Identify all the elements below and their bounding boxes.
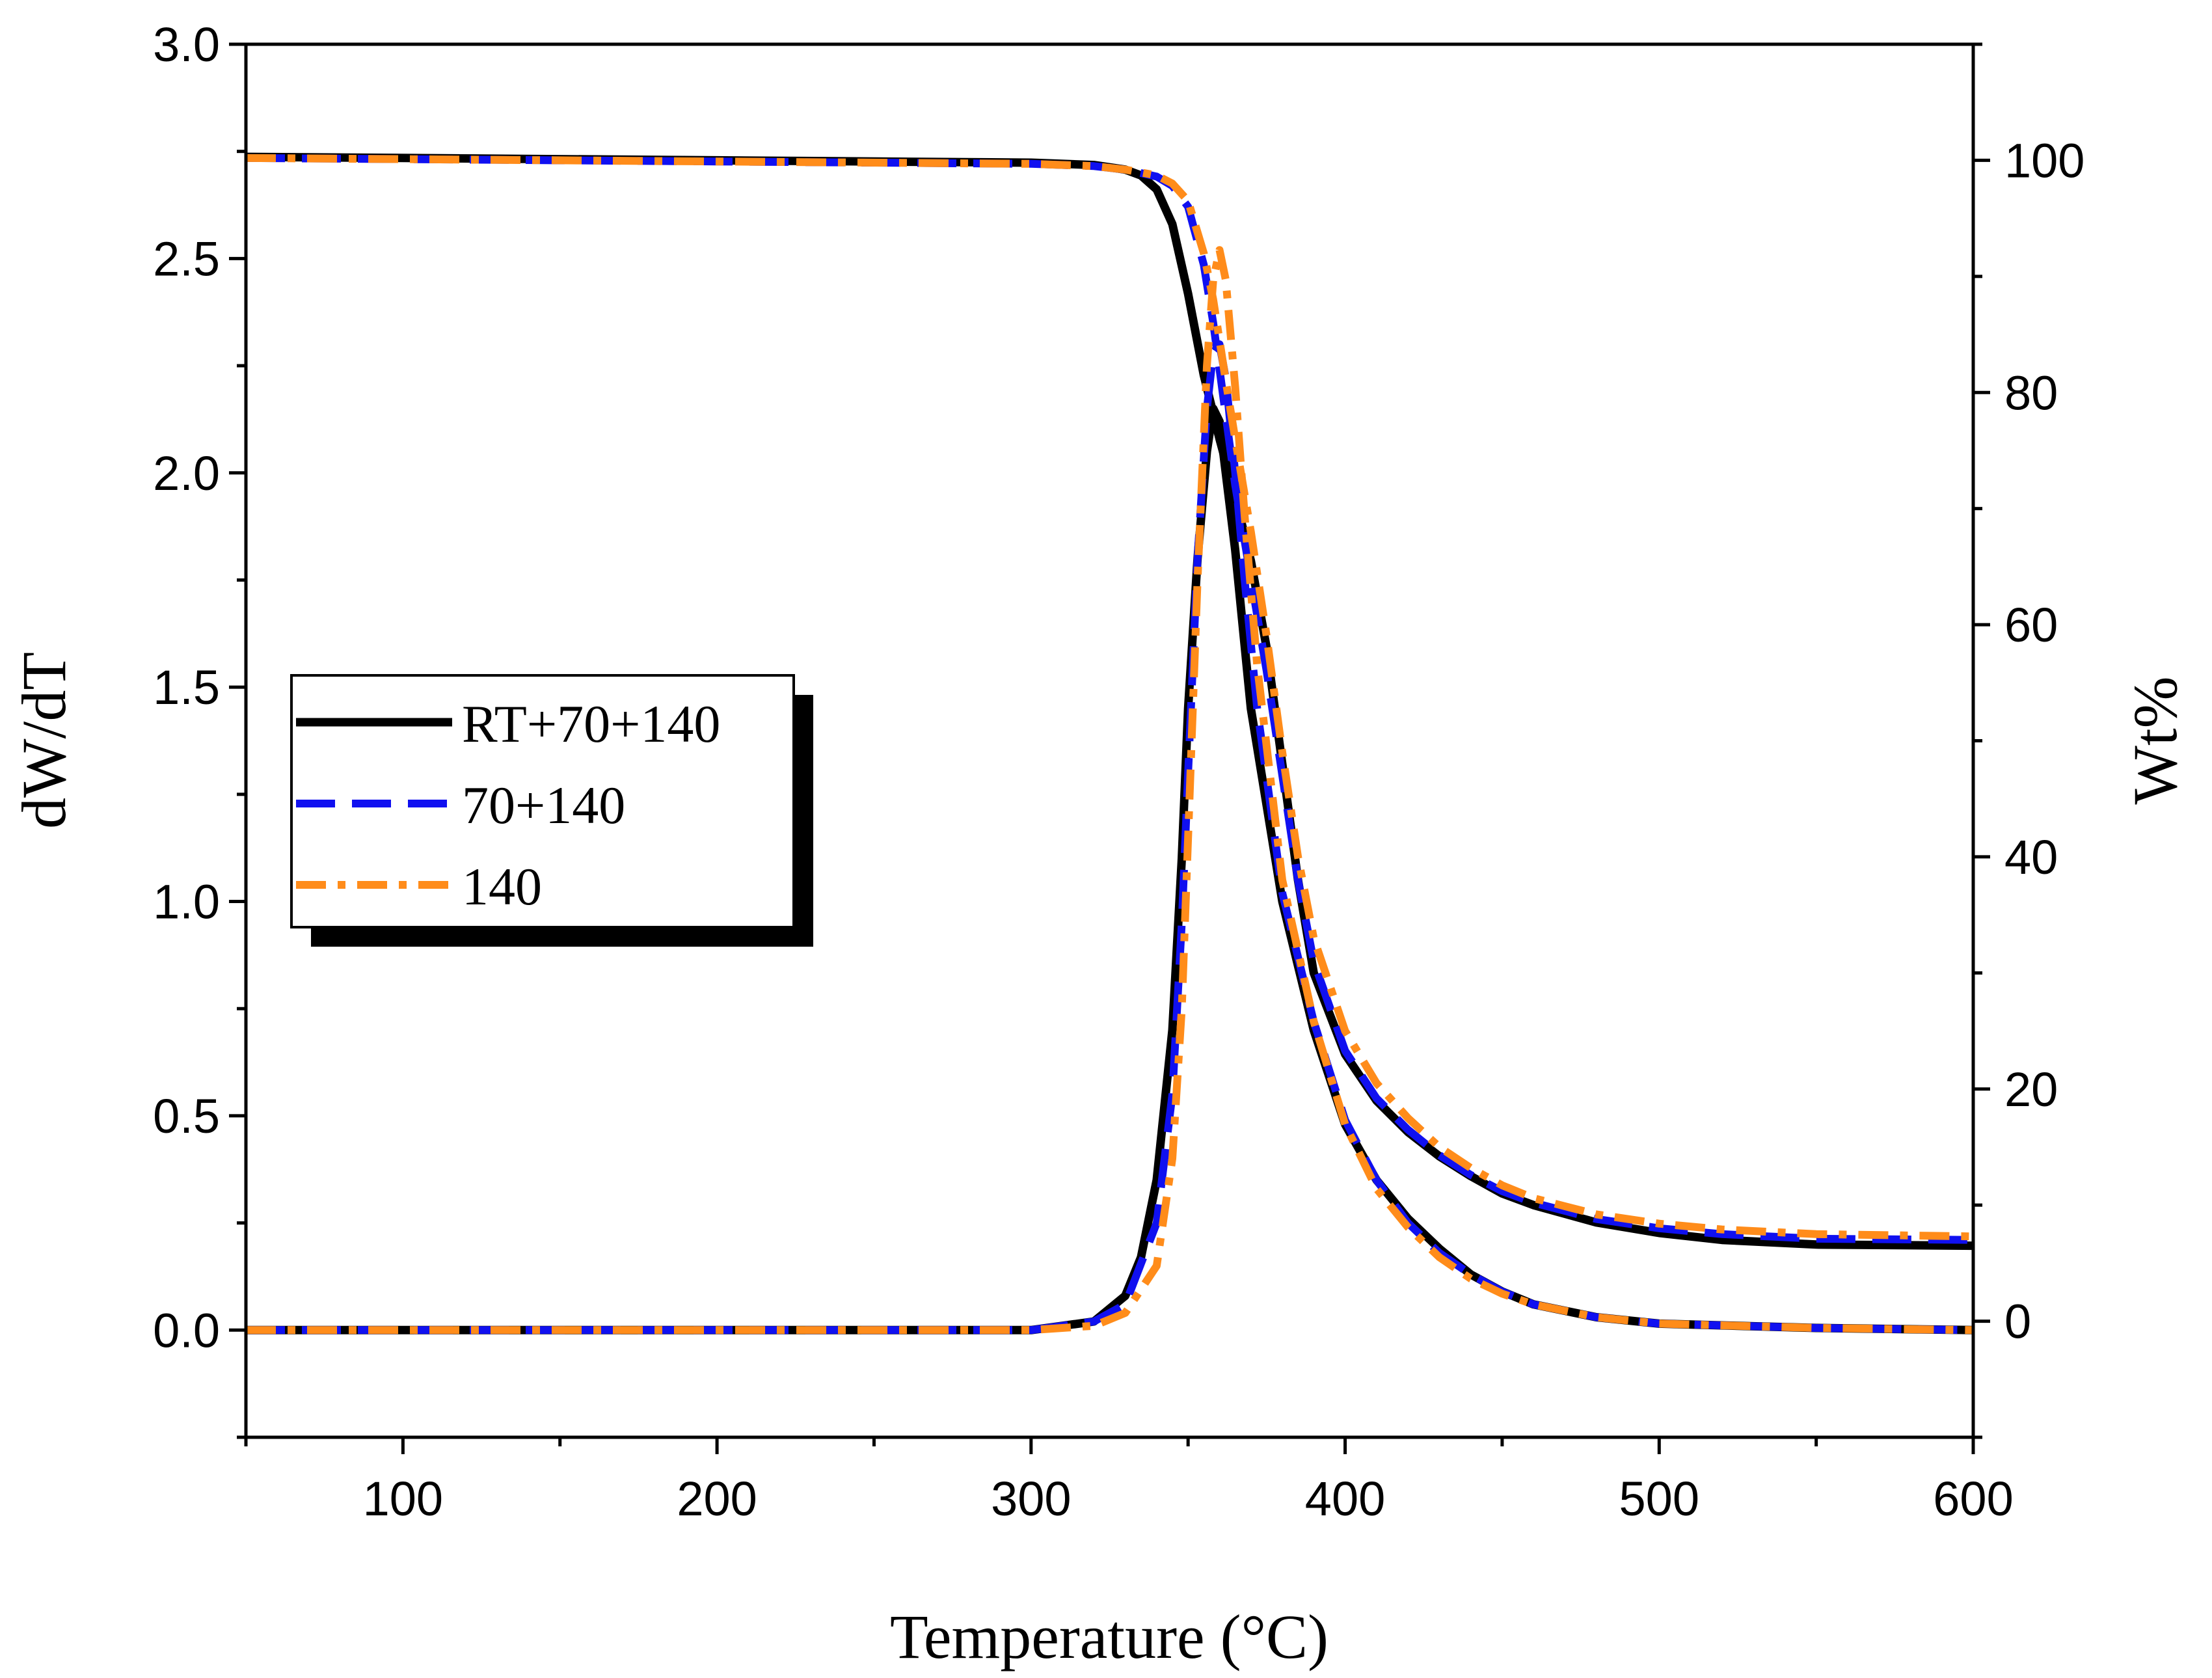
y-right-tick-label: 60: [2004, 598, 2058, 652]
y-right-tick-label: 0: [2004, 1295, 2031, 1349]
y-left-axis-ticks: 0.0 0.5 1.0 1.5 2.0 2.5 3.0: [153, 18, 246, 1439]
y-left-axis-title: dW/dT: [9, 652, 79, 829]
legend-label-140: 140: [462, 857, 542, 916]
y-left-tick-label: 3.0: [153, 18, 220, 72]
y-right-tick-label: 20: [2004, 1062, 2058, 1116]
legend-label-rt-70-140: RT+70+140: [462, 694, 720, 753]
y-right-axis-ticks: 0 20 40 60 80 100: [1973, 42, 2084, 1439]
y-right-tick-label: 100: [2004, 133, 2084, 187]
y-left-tick-label: 1.0: [153, 875, 220, 929]
x-axis-title: Temperature (°C): [890, 1602, 1329, 1671]
x-tick-label: 600: [1933, 1472, 2013, 1526]
y-left-tick-label: 0.5: [153, 1089, 220, 1143]
series-line-wt-70-140: [245, 154, 1974, 1244]
y-right-tick-label: 80: [2004, 366, 2058, 420]
x-tick-label: 400: [1305, 1472, 1385, 1526]
y-right-tick-label: 40: [2004, 830, 2058, 884]
y-left-tick-label: 1.5: [153, 660, 220, 714]
x-tick-label: 300: [991, 1472, 1071, 1526]
y-left-tick-label: 2.5: [153, 232, 220, 286]
series-line-wt-140: [245, 154, 1974, 1241]
y-left-tick-label: 0.0: [153, 1303, 220, 1357]
y-left-tick-label: 2.0: [153, 446, 220, 500]
x-axis-ticks: 100 200 300 400 500 600: [244, 1437, 2014, 1526]
legend-label-70-140: 70+140: [462, 776, 625, 835]
series-layer: [245, 152, 1974, 1334]
x-tick-label: 100: [363, 1472, 443, 1526]
series-line-dwdt-140: [246, 246, 1974, 1334]
x-tick-label: 500: [1619, 1472, 1699, 1526]
y-right-axis-title: Wt%: [2120, 676, 2190, 804]
legend: RT+70+140 70+140 140: [290, 674, 813, 947]
x-tick-label: 200: [677, 1472, 757, 1526]
